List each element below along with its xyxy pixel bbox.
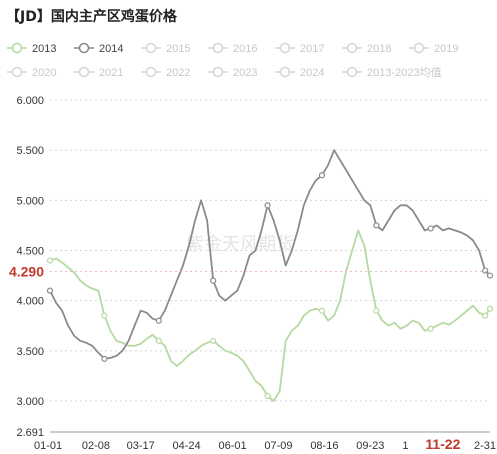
legend-item-2017[interactable]: 2017 bbox=[300, 43, 324, 55]
series-point-2013[interactable] bbox=[155, 337, 162, 344]
series-point-2013[interactable] bbox=[101, 312, 108, 319]
legend-marker-2014[interactable] bbox=[78, 42, 90, 54]
y-tick-label: 5.500 bbox=[16, 145, 44, 157]
series-point-2013[interactable] bbox=[486, 305, 494, 312]
x-tick-label: 2-31 bbox=[474, 440, 496, 452]
y-tick-label: 3.500 bbox=[16, 346, 44, 358]
series-point-2014[interactable] bbox=[373, 222, 380, 229]
watermark: 紫金天风期货 bbox=[186, 234, 294, 255]
series-point-2013[interactable] bbox=[210, 337, 217, 344]
legend-marker-2020[interactable] bbox=[11, 66, 23, 78]
series-point-2014[interactable] bbox=[210, 277, 217, 284]
x-tick-label: 02-08 bbox=[82, 440, 110, 452]
series-point-2013[interactable] bbox=[46, 257, 54, 264]
legend-marker-2022[interactable] bbox=[145, 66, 157, 78]
y-tick-label: 4.500 bbox=[16, 245, 44, 257]
y-tick-label: 5.000 bbox=[16, 195, 44, 207]
legend-marker-2017[interactable] bbox=[279, 42, 291, 54]
legend-marker-2018[interactable] bbox=[346, 42, 358, 54]
legend-marker-2013-2023均值[interactable] bbox=[346, 66, 358, 78]
series-line-2013[interactable] bbox=[49, 229, 491, 402]
legend-item-2013[interactable]: 2013 bbox=[32, 43, 56, 55]
legend-marker-2016[interactable] bbox=[212, 42, 224, 54]
legend-item-2016[interactable]: 2016 bbox=[233, 43, 257, 55]
highlight-value-label: 4.290 bbox=[9, 264, 44, 280]
legend-marker-2013[interactable] bbox=[11, 42, 23, 54]
series-point-2013[interactable] bbox=[264, 392, 271, 400]
series-line-2014[interactable] bbox=[49, 149, 491, 360]
series-point-2014[interactable] bbox=[155, 317, 162, 324]
x-tick-label: 11-22 bbox=[425, 436, 460, 452]
series-point-2014[interactable] bbox=[264, 202, 271, 209]
legend-item-2014[interactable]: 2014 bbox=[99, 43, 123, 55]
legend-marker-2023[interactable] bbox=[212, 66, 224, 78]
x-tick-label: 01-01 bbox=[34, 440, 62, 452]
legend-marker-2019[interactable] bbox=[413, 42, 425, 54]
y-tick-label: 3.000 bbox=[16, 396, 44, 408]
series-point-2014[interactable] bbox=[46, 287, 54, 294]
legend-item-2023[interactable]: 2023 bbox=[233, 67, 257, 79]
x-tick-label: 08-16 bbox=[310, 440, 338, 452]
legend-item-2022[interactable]: 2022 bbox=[166, 67, 190, 79]
legend-item-2021[interactable]: 2021 bbox=[99, 67, 123, 79]
x-tick-label: 04-24 bbox=[173, 440, 201, 452]
series-point-2014[interactable] bbox=[482, 267, 489, 274]
series-point-2013[interactable] bbox=[427, 325, 434, 332]
x-tick-label: 09-23 bbox=[356, 440, 384, 452]
chart-title: 【JD】国内主产区鸡蛋价格 bbox=[6, 9, 177, 25]
legend-item-2019[interactable]: 2019 bbox=[434, 43, 458, 55]
series-point-2013[interactable] bbox=[318, 307, 326, 314]
series-point-2014[interactable] bbox=[427, 225, 434, 232]
series-point-2013[interactable] bbox=[373, 307, 380, 314]
x-tick-label: 1 bbox=[402, 440, 408, 452]
series-point-2014[interactable] bbox=[101, 355, 108, 362]
legend-marker-2024[interactable] bbox=[279, 66, 291, 78]
legend-item-2020[interactable]: 2020 bbox=[32, 67, 56, 79]
series-point-2013[interactable] bbox=[482, 312, 489, 319]
series-point-2014[interactable] bbox=[318, 172, 326, 179]
legend-marker-2021[interactable] bbox=[78, 66, 90, 78]
y-tick-label: 4.000 bbox=[16, 296, 44, 308]
legend-item-2018[interactable]: 2018 bbox=[367, 43, 391, 55]
x-tick-label: 03-17 bbox=[127, 440, 155, 452]
legend-marker-2015[interactable] bbox=[145, 42, 157, 54]
y-tick-label: 2.691 bbox=[16, 427, 44, 439]
x-tick-label: 06-01 bbox=[218, 440, 246, 452]
legend-item-2024[interactable]: 2024 bbox=[300, 67, 324, 79]
series-point-2014[interactable] bbox=[486, 272, 494, 279]
legend-item-2013-2023均值[interactable]: 2013-2023均值 bbox=[367, 66, 442, 79]
y-tick-label: 6.000 bbox=[16, 95, 44, 107]
legend-item-2015[interactable]: 2015 bbox=[166, 43, 190, 55]
x-tick-label: 07-09 bbox=[264, 440, 292, 452]
